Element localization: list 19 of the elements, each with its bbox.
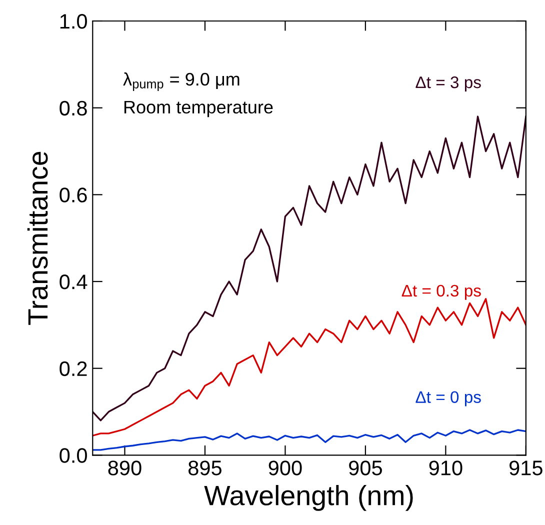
y-tick-label: 0.8: [60, 100, 87, 116]
annotation: λ$_{pump}$ = 9.0 μm: [123, 72, 240, 91]
series-label: Δt = 0.3 ps: [402, 284, 481, 300]
y-tick-label: 0.4: [60, 274, 88, 290]
x-tick-label: 890: [108, 460, 142, 476]
series-label: Δt = 3 ps: [416, 76, 481, 92]
x-tick-label: 905: [349, 460, 382, 476]
y-tick-label: 1.0: [60, 14, 87, 29]
x-tick-label: 900: [268, 460, 302, 476]
y-tick-label: 0.2: [60, 361, 87, 376]
series-label: Δt = 0 ps: [416, 391, 481, 406]
x-tick-label: 895: [188, 460, 222, 476]
x-axis-title: Wavelength (nm): [204, 485, 413, 511]
x-tick-label: 910: [429, 460, 462, 476]
x-tick-label: 915: [510, 460, 542, 476]
y-axis-title: Transmittance: [27, 152, 48, 325]
annotation: Room temperature: [124, 100, 273, 118]
y-tick-label: 0.6: [60, 188, 87, 202]
y-tick-label: 0.0: [60, 448, 87, 463]
